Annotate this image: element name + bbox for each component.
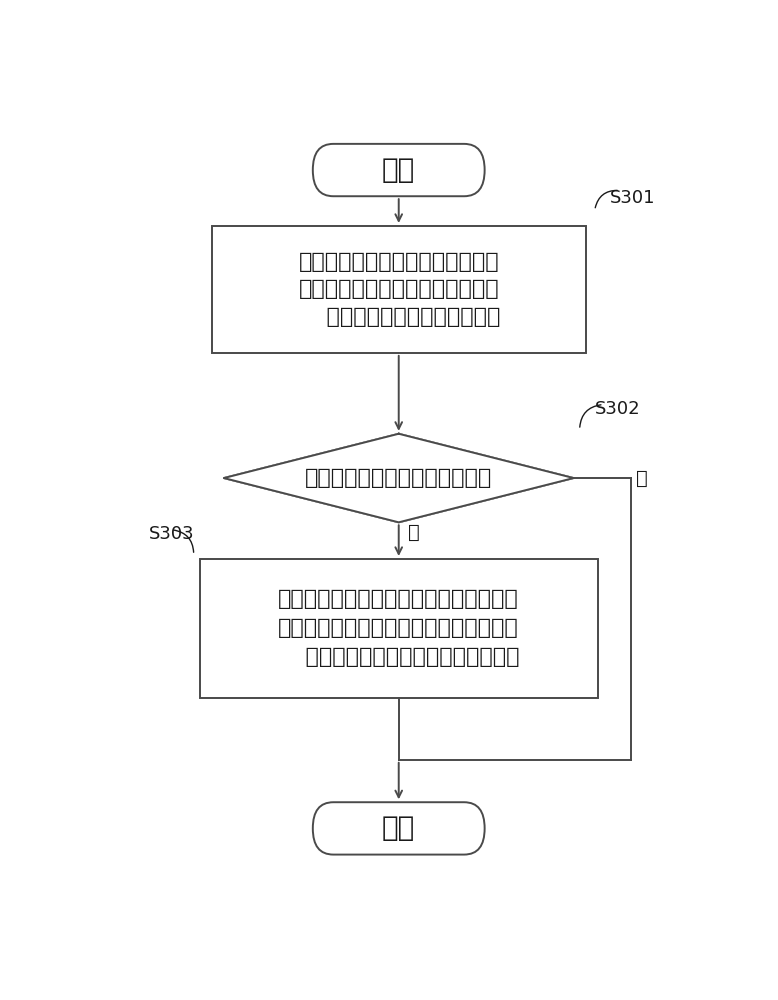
- Text: 组对应的冷却回路上的阀门的开度。: 组对应的冷却回路上的阀门的开度。: [278, 647, 520, 667]
- Text: S302: S302: [594, 400, 640, 418]
- Text: 根据所述冷却系统的工作状态和各个所述: 根据所述冷却系统的工作状态和各个所述: [279, 589, 519, 609]
- Text: 电池模组的实时温度调整各个所述电池模: 电池模组的实时温度调整各个所述电池模: [279, 618, 519, 638]
- Text: 实时最大温差＞预设温差阈值？: 实时最大温差＞预设温差阈值？: [305, 468, 492, 488]
- Bar: [212, 226, 586, 353]
- Text: 开始: 开始: [382, 156, 415, 184]
- Polygon shape: [224, 434, 573, 522]
- FancyBboxPatch shape: [313, 144, 485, 196]
- Text: 是: 是: [408, 523, 419, 542]
- Text: 否: 否: [636, 469, 647, 488]
- Bar: [200, 559, 598, 698]
- Text: S303: S303: [149, 525, 194, 543]
- Text: 结束: 结束: [382, 814, 415, 842]
- Text: S301: S301: [610, 189, 655, 207]
- Text: 检测到冷却系统启动时，获取电池: 检测到冷却系统启动时，获取电池: [299, 252, 499, 272]
- Text: 算电池模组的实时最大温差；: 算电池模组的实时最大温差；: [297, 307, 500, 327]
- Text: 包中各个电池模组的实时温度，计: 包中各个电池模组的实时温度，计: [299, 279, 499, 299]
- FancyBboxPatch shape: [313, 802, 485, 855]
